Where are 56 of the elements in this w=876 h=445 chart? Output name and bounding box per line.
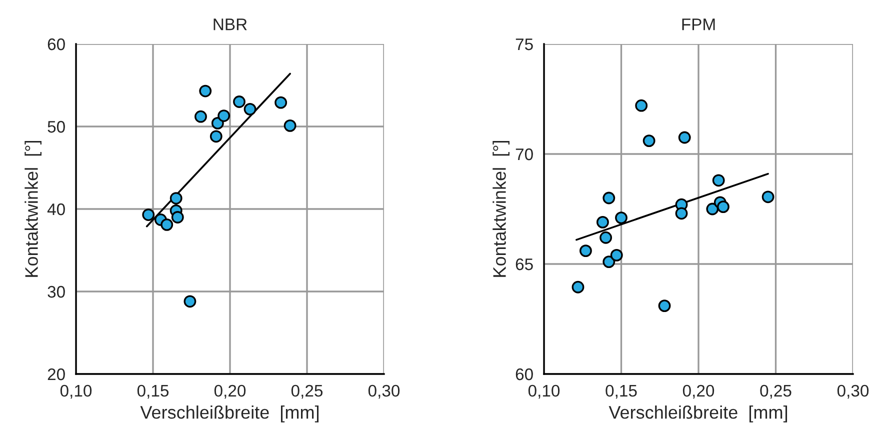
y-tick-label: 75: [516, 38, 533, 50]
point: [596, 216, 609, 228]
x-tick-label: 0,10: [528, 384, 560, 399]
point: [580, 244, 592, 258]
point: [678, 131, 691, 144]
y-tick-label: 20: [48, 368, 65, 380]
point: [199, 84, 212, 98]
point: [615, 212, 628, 224]
point: [610, 248, 623, 262]
x-tick-label: 0,20: [682, 384, 714, 399]
x-tick-label: 0,25: [291, 384, 323, 399]
point: [170, 192, 182, 204]
y-tick-label: 70: [516, 148, 533, 160]
x-tick-label: 0,15: [606, 384, 637, 399]
point: [712, 174, 725, 187]
point: [658, 300, 671, 312]
point: [635, 99, 648, 112]
point: [602, 256, 616, 268]
point: [184, 295, 196, 308]
point: [706, 202, 719, 216]
y-tick-label: 50: [48, 120, 65, 133]
point: [244, 102, 256, 116]
x-tick-label: 0,20: [214, 384, 246, 399]
point: [194, 110, 207, 123]
x-tick-label: 0,30: [837, 384, 869, 399]
point: [717, 200, 730, 214]
y-tick-label: 60: [516, 368, 533, 380]
point: [284, 119, 296, 132]
y-tick-label: 60: [48, 38, 65, 50]
point: [572, 280, 584, 294]
point: [171, 211, 184, 224]
point: [274, 96, 288, 109]
x-axis-title: Verschleißbreite [mm]: [608, 406, 788, 422]
x-tick-label: 0,25: [760, 384, 792, 399]
y-tick-label: 40: [47, 203, 65, 216]
x-tick-label: 0,30: [368, 384, 400, 399]
point: [602, 192, 616, 204]
point: [675, 207, 688, 220]
point: [233, 96, 246, 108]
x-tick-label: 0,10: [60, 384, 92, 399]
x-axis-title: Verschleißbreite [mm]: [140, 406, 319, 422]
chart-title: FPM: [682, 18, 715, 30]
y-tick-label: 30: [48, 286, 65, 298]
point: [160, 218, 174, 231]
chart-title: NBR: [214, 18, 247, 30]
y-tick-label: 65: [516, 258, 533, 270]
y-axis-title: Kontaktwinkel [°]: [24, 140, 42, 277]
y-axis-title: Kontaktwinkel [°]: [492, 140, 510, 277]
point: [642, 134, 656, 148]
point: [762, 190, 774, 204]
x-tick-label: 0,15: [137, 384, 169, 399]
point: [218, 110, 230, 122]
point: [600, 231, 612, 244]
point: [210, 130, 222, 143]
point: [211, 116, 224, 130]
point: [142, 208, 155, 221]
